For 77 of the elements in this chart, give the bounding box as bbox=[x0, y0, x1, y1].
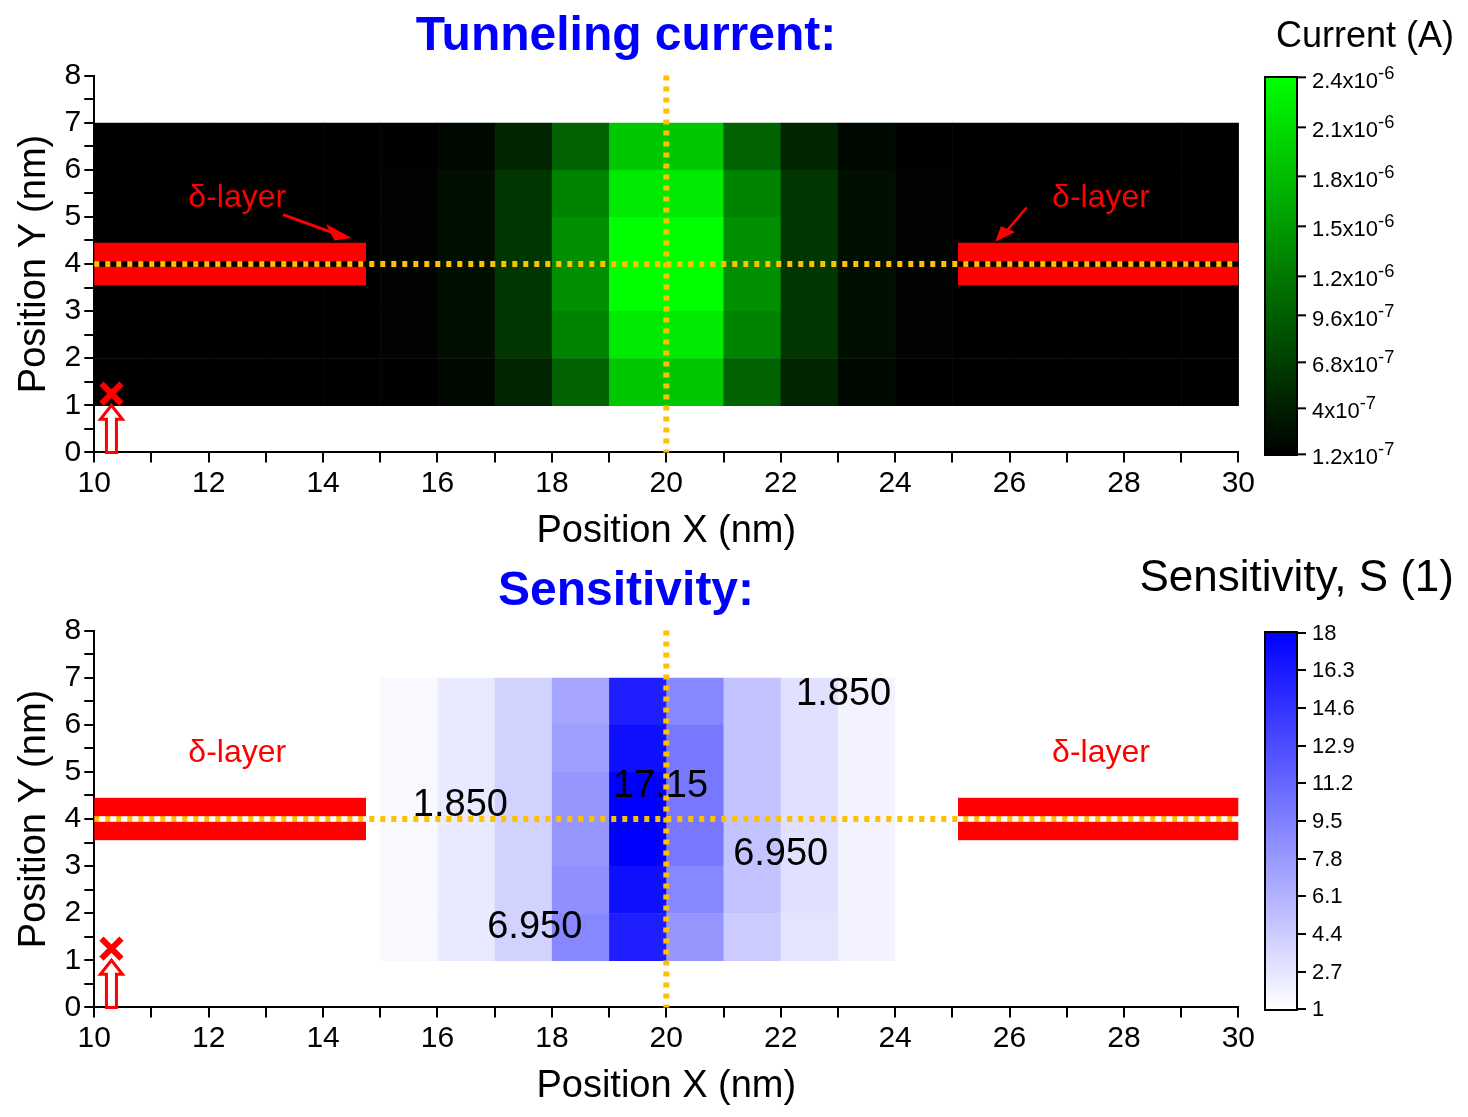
color-bar-label: 1.2x10$^{-7}$ bbox=[1312, 438, 1395, 471]
x-tick-label: 20 bbox=[649, 1019, 683, 1053]
color-bar-label: 16.3 bbox=[1312, 657, 1355, 684]
chart-title: Tunneling current: bbox=[415, 7, 837, 61]
y-tick-label: 8 bbox=[64, 56, 82, 90]
x-tick-label: 18 bbox=[535, 1019, 569, 1053]
chart-title: Sensitivity: bbox=[497, 562, 755, 616]
x-axis-title: Position X (nm) bbox=[536, 507, 797, 550]
annotation: 6.950 bbox=[733, 830, 829, 874]
annotation: δ-layer bbox=[188, 732, 287, 770]
color-bar-label: 4.4 bbox=[1312, 921, 1343, 948]
color-bar-label: 6.8x10$^{-7}$ bbox=[1312, 346, 1395, 378]
color-bar-label: 18 bbox=[1312, 619, 1337, 646]
y-tick-label: 2 bbox=[64, 894, 82, 928]
color-bar-title: Current (A) bbox=[1275, 13, 1454, 56]
color-bar-label: 11.2 bbox=[1312, 770, 1354, 797]
x-tick-label: 24 bbox=[878, 1019, 912, 1053]
annotation: 1.850 bbox=[796, 670, 892, 714]
x-tick-label: 18 bbox=[535, 464, 569, 498]
annotation: δ-layer bbox=[1052, 177, 1150, 215]
annotation: 6.950 bbox=[487, 903, 583, 947]
y-tick-label: 8 bbox=[64, 611, 82, 645]
y-tick-label: 4 bbox=[64, 245, 82, 279]
y-tick-label: 3 bbox=[64, 292, 82, 326]
color-bar-label: 1 bbox=[1312, 996, 1325, 1023]
x-tick-label: 12 bbox=[192, 1019, 226, 1053]
x-tick-label: 30 bbox=[1221, 464, 1255, 498]
color-bar-label: 6.1 bbox=[1312, 883, 1343, 910]
y-tick-label: 5 bbox=[64, 198, 82, 232]
x-tick-label: 30 bbox=[1221, 1019, 1255, 1053]
color-bar-label: 14.6 bbox=[1312, 694, 1355, 721]
x-axis-title: Position X (nm) bbox=[536, 1062, 797, 1105]
color-bar-label: 2.1x10$^{-6}$ bbox=[1312, 111, 1395, 143]
color-bar-label: 9.5 bbox=[1312, 808, 1343, 834]
x-tick-label: 22 bbox=[764, 464, 798, 498]
x-tick-label: 20 bbox=[649, 464, 683, 498]
color-bar-label: 2.4x10$^{-6}$ bbox=[1312, 61, 1395, 94]
x-tick-label: 22 bbox=[764, 1019, 798, 1053]
color-bar-label: 12.9 bbox=[1312, 732, 1355, 759]
color-bar-label: 9.6x10$^{-7}$ bbox=[1312, 299, 1395, 332]
y-tick-label: 0 bbox=[64, 988, 82, 1022]
y-tick-label: 6 bbox=[64, 706, 82, 740]
color-bar-label: 1.8x10$^{-6}$ bbox=[1312, 161, 1395, 193]
x-tick-label: 24 bbox=[878, 464, 912, 498]
x-tick-label: 26 bbox=[992, 464, 1027, 498]
color-bar-title: Sensitivity, S (1) bbox=[1139, 550, 1454, 601]
color-bar-label: 2.7 bbox=[1312, 958, 1343, 985]
color-bar-label: 1.2x10$^{-6}$ bbox=[1312, 260, 1395, 292]
x-tick-label: 12 bbox=[192, 464, 226, 498]
x-tick-label: 14 bbox=[306, 1019, 340, 1053]
y-tick-label: 7 bbox=[64, 103, 82, 137]
y-axis-title: Position Y (nm) bbox=[11, 134, 54, 394]
x-tick-label: 16 bbox=[420, 464, 455, 498]
color-bar-label: 1.5x10$^{-6}$ bbox=[1312, 210, 1395, 242]
x-tick-label: 10 bbox=[77, 464, 111, 498]
color-bar-label: 7.8 bbox=[1312, 845, 1343, 872]
y-tick-label: 5 bbox=[64, 753, 82, 787]
y-tick-label: 0 bbox=[64, 433, 82, 467]
x-tick-label: 28 bbox=[1107, 1019, 1141, 1053]
y-tick-label: 7 bbox=[64, 658, 82, 692]
annotation: 17.15 bbox=[613, 762, 709, 806]
annotation: δ-layer bbox=[188, 177, 287, 215]
y-tick-label: 1 bbox=[64, 941, 82, 975]
color-bar-label: 4x10$^{-7}$ bbox=[1312, 392, 1377, 424]
x-tick-label: 14 bbox=[306, 464, 340, 498]
y-tick-label: 1 bbox=[64, 386, 82, 420]
y-tick-label: 3 bbox=[64, 847, 82, 881]
y-axis-title: Position Y (nm) bbox=[11, 689, 54, 949]
y-tick-label: 6 bbox=[64, 151, 82, 185]
x-tick-label: 16 bbox=[420, 1019, 455, 1053]
annotation: δ-layer bbox=[1052, 732, 1150, 770]
x-tick-label: 28 bbox=[1107, 464, 1141, 498]
annotation: 1.850 bbox=[412, 781, 508, 824]
y-tick-label: 2 bbox=[64, 339, 82, 373]
x-tick-label: 26 bbox=[992, 1019, 1027, 1053]
x-tick-label: 10 bbox=[77, 1019, 111, 1053]
y-tick-label: 4 bbox=[64, 800, 82, 834]
